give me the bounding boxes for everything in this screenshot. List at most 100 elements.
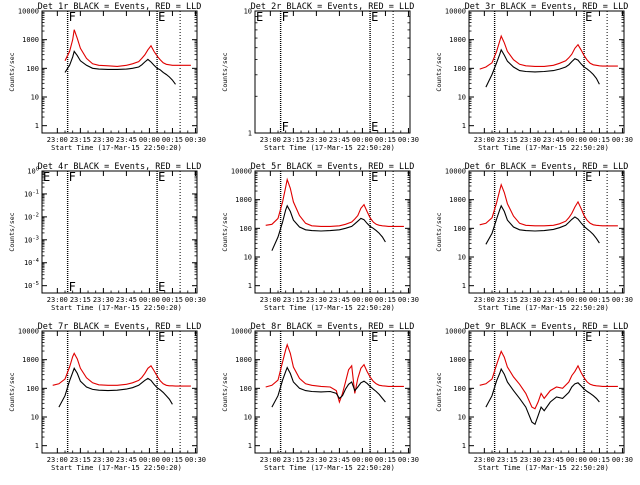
x-tick-label: 23:00 [260,456,281,464]
marker-label-f-bottom: F [282,120,289,134]
panel-det-1: Det 1r BLACK = Events, RED = LLD Counts/s… [8,2,206,152]
x-tick-label: 00:00 [566,136,587,144]
marker-label-f-bottom: F [69,280,76,294]
y-tick-label: 100 [26,385,39,393]
x-axis-label: Start Time (17-Mar-15 22:50:20) [264,304,395,312]
x-tick-label: 00:30 [612,296,633,304]
x-tick-label: 23:15 [497,456,518,464]
y-axis-label: Counts/sec [8,372,16,411]
y-tick-label: 100 [453,65,466,73]
series-line-red [265,177,404,227]
x-tick-label: 00:30 [398,456,419,464]
marker-label-f: F [69,10,76,24]
x-tick-label: 00:15 [589,296,610,304]
series-line-red [52,352,191,387]
y-tick-label: 100 [239,225,252,233]
panel-det-5: Det 5r BLACK = Events, RED = LLD Counts/s… [221,162,419,312]
x-tick-label: 23:45 [543,136,564,144]
x-tick-label: 00:00 [352,136,373,144]
series-line-red [479,34,618,70]
y-tick-label: 1 [35,442,39,450]
y-axis-label: Counts/sec [221,212,229,251]
y-tick-label: 1000 [235,196,252,204]
marker-label-f: F [282,10,289,24]
y-axis-label: Counts/sec [435,52,443,91]
x-tick-label: 00:15 [375,296,396,304]
series-line-red [479,350,618,410]
y-tick-label: 10-4 [24,258,40,267]
y-tick-label: 10-5 [24,281,39,290]
y-tick-label: 10-3 [24,235,39,244]
y-tick-label: 1000 [22,36,39,44]
plot-frame [254,330,411,454]
x-tick-label: 00:00 [566,456,587,464]
series-line-black [485,367,600,426]
x-tick-label: 23:30 [306,456,327,464]
x-tick-label: 23:00 [474,296,495,304]
panel-title: Det 9r BLACK = Events, RED = LLD [465,322,629,332]
marker-label-e: E [585,170,592,184]
panel-det-6: Det 6r BLACK = Events, RED = LLD Counts/s… [435,162,633,312]
series-line-black [271,204,386,251]
x-tick-label: 00:00 [139,136,160,144]
y-tick-label: 100 [27,167,39,176]
panel-title: Det 4r BLACK = Events, RED = LLD [38,162,202,172]
marker-label-e-left: E [43,170,50,184]
y-tick-label: 10 [458,414,466,422]
plot-frame [468,170,625,294]
y-tick-label: 100 [453,225,466,233]
x-tick-label: 23:00 [260,136,281,144]
x-tick-label: 23:00 [47,456,68,464]
marker-label-f: F [69,170,76,184]
y-tick-label: 10 [31,94,39,102]
y-tick-label: 10-2 [24,212,39,221]
x-tick-label: 00:30 [612,456,633,464]
x-tick-label: 00:30 [398,136,419,144]
panel-title: Det 5r BLACK = Events, RED = LLD [251,162,415,172]
x-tick-label: 00:00 [352,296,373,304]
y-tick-label: 100 [26,65,39,73]
y-tick-label: 10-1 [24,189,39,198]
x-tick-label: 23:45 [329,456,350,464]
x-axis-label: Start Time (17-Mar-15 22:50:20) [478,144,609,152]
series-line-black [485,204,600,245]
plot-frame [254,170,411,294]
x-tick-label: 23:15 [283,136,304,144]
y-tick-label: 100 [453,385,466,393]
panel-title: Det 2r BLACK = Events, RED = LLD [251,2,415,12]
x-tick-label: 23:15 [70,456,91,464]
x-tick-label: 23:30 [520,296,541,304]
x-tick-label: 23:00 [47,296,68,304]
plot-frame [254,10,411,134]
y-axis-label: Counts/sec [435,372,443,411]
marker-label-e: E [158,170,165,184]
y-axis-label: Counts/sec [8,52,16,91]
series-line-black [64,50,176,85]
y-tick-label: 1000 [449,196,466,204]
y-tick-label: 10 [458,94,466,102]
y-tick-label: 1 [462,282,466,290]
panel-title: Det 6r BLACK = Events, RED = LLD [465,162,629,172]
y-axis-label: Counts/sec [221,372,229,411]
plot-frame [41,330,198,454]
marker-label-e-left: E [256,10,263,24]
panel-det-3: Det 3r BLACK = Events, RED = LLD Counts/s… [435,2,633,152]
x-axis-label: Start Time (17-Mar-15 22:50:20) [478,464,609,472]
x-tick-label: 23:30 [520,456,541,464]
y-axis-label: Counts/sec [8,212,16,251]
x-tick-label: 23:00 [260,296,281,304]
panel-det-7: Det 7r BLACK = Events, RED = LLD Counts/s… [8,322,206,472]
panel-title: Det 3r BLACK = Events, RED = LLD [465,2,629,12]
y-tick-label: 1 [248,130,252,138]
x-axis-label: Start Time (17-Mar-15 22:50:20) [51,464,182,472]
x-tick-label: 23:15 [497,296,518,304]
marker-label-e: E [585,10,592,24]
marker-label-e: E [158,10,165,24]
series-line-red [265,342,404,404]
x-tick-label: 23:45 [116,456,137,464]
x-tick-label: 00:15 [589,136,610,144]
x-tick-label: 23:45 [543,296,564,304]
series-line-red [479,182,618,227]
y-tick-label: 1000 [449,36,466,44]
